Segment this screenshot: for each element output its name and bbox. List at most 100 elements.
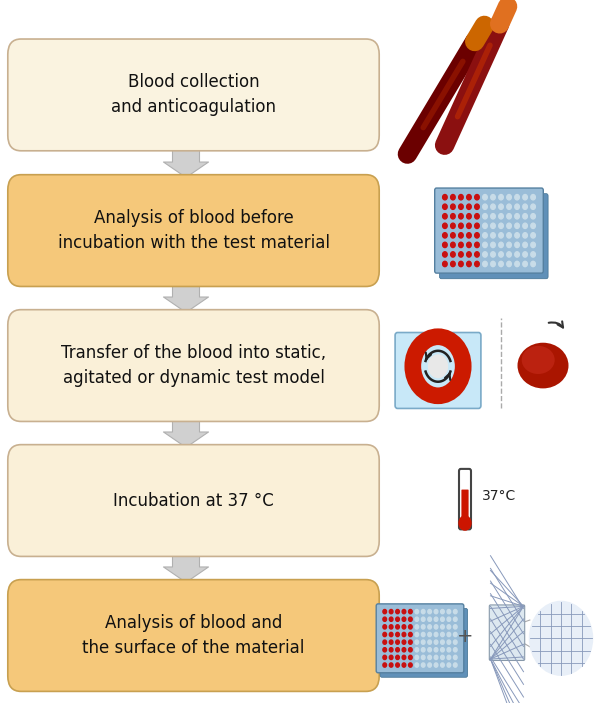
Ellipse shape [517,342,569,388]
Circle shape [491,223,495,228]
Circle shape [396,647,400,652]
Circle shape [515,195,520,200]
FancyBboxPatch shape [434,188,544,273]
Circle shape [389,633,393,637]
Circle shape [523,243,527,247]
Polygon shape [163,148,209,177]
Circle shape [531,252,535,257]
Circle shape [523,262,527,266]
Circle shape [443,223,447,228]
Circle shape [383,625,386,629]
FancyBboxPatch shape [459,469,471,529]
Circle shape [499,223,503,228]
Circle shape [499,195,503,200]
Circle shape [454,633,457,637]
Circle shape [458,195,463,200]
Circle shape [409,610,412,614]
Circle shape [443,233,447,238]
Circle shape [396,655,400,659]
Circle shape [389,617,393,621]
Circle shape [499,252,503,257]
Circle shape [515,262,520,266]
Circle shape [451,223,455,228]
Circle shape [475,252,479,257]
Circle shape [475,204,479,209]
Circle shape [458,262,463,266]
Circle shape [491,243,495,247]
Circle shape [491,262,495,266]
Circle shape [491,214,495,219]
Circle shape [499,243,503,247]
Circle shape [531,204,535,209]
Circle shape [507,204,511,209]
Circle shape [483,243,487,247]
Circle shape [428,663,431,667]
Circle shape [428,617,431,621]
Circle shape [530,602,592,675]
Circle shape [434,663,438,667]
Circle shape [507,223,511,228]
Circle shape [491,233,495,238]
Circle shape [402,640,406,644]
Circle shape [409,633,412,637]
Circle shape [402,625,406,629]
Circle shape [415,647,419,652]
Circle shape [396,610,400,614]
Circle shape [475,243,479,247]
FancyBboxPatch shape [439,193,548,278]
Circle shape [454,610,457,614]
Circle shape [475,233,479,238]
Circle shape [421,647,425,652]
Circle shape [421,633,425,637]
Circle shape [415,610,419,614]
FancyBboxPatch shape [8,39,379,150]
Circle shape [415,640,419,644]
Circle shape [434,617,438,621]
Circle shape [383,640,386,644]
Circle shape [458,233,463,238]
Ellipse shape [522,346,555,374]
Circle shape [396,640,400,644]
Circle shape [428,647,431,652]
Circle shape [475,195,479,200]
Circle shape [458,204,463,209]
Circle shape [415,633,419,637]
Circle shape [434,647,438,652]
Circle shape [451,262,455,266]
Circle shape [440,617,444,621]
Circle shape [483,195,487,200]
FancyBboxPatch shape [8,579,379,692]
Circle shape [421,640,425,644]
Text: Analysis of blood before
incubation with the test material: Analysis of blood before incubation with… [58,209,329,252]
Circle shape [458,243,463,247]
Circle shape [483,252,487,257]
Circle shape [454,663,457,667]
Circle shape [434,640,438,644]
Circle shape [531,214,535,219]
Circle shape [443,195,447,200]
Circle shape [475,262,479,266]
FancyBboxPatch shape [395,333,481,408]
Circle shape [383,617,386,621]
Text: Transfer of the blood into static,
agitated or dynamic test model: Transfer of the blood into static, agita… [61,344,326,387]
Circle shape [389,655,393,659]
Circle shape [447,633,451,637]
Circle shape [515,243,520,247]
Circle shape [383,655,386,659]
Circle shape [499,214,503,219]
Circle shape [515,233,520,238]
Circle shape [451,214,455,219]
Circle shape [467,243,471,247]
Circle shape [402,633,406,637]
Circle shape [451,252,455,257]
Circle shape [454,617,457,621]
Circle shape [507,262,511,266]
Circle shape [507,214,511,219]
Circle shape [409,617,412,621]
Circle shape [428,354,448,378]
Circle shape [458,252,463,257]
Circle shape [443,243,447,247]
FancyBboxPatch shape [461,489,469,526]
Text: 37°C: 37°C [482,489,517,503]
Circle shape [499,262,503,266]
